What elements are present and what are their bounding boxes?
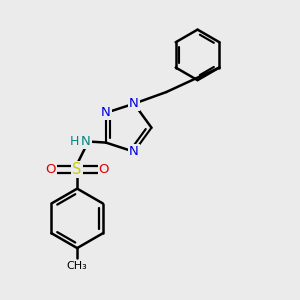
Text: O: O: [99, 163, 109, 176]
Text: S: S: [73, 162, 82, 177]
Text: N: N: [129, 145, 139, 158]
Text: N: N: [81, 135, 91, 148]
Text: O: O: [45, 163, 56, 176]
Text: CH₃: CH₃: [67, 261, 88, 271]
Text: H: H: [70, 135, 79, 148]
Text: N: N: [101, 106, 111, 119]
Text: N: N: [129, 97, 139, 110]
